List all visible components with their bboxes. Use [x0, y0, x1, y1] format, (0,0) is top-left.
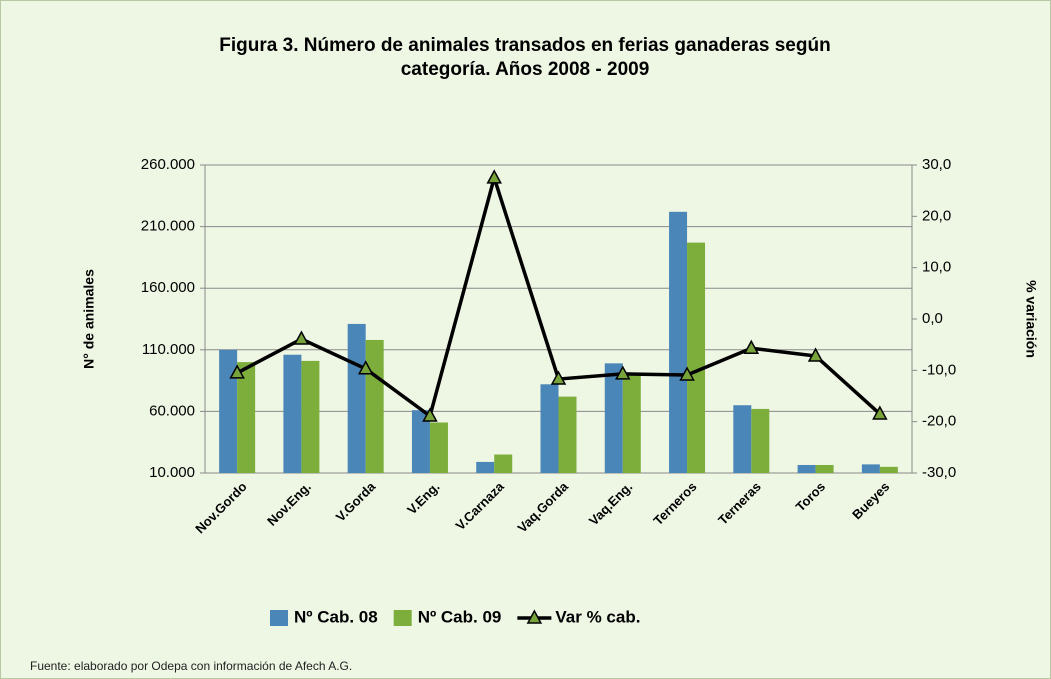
x-tick-label: Vaq.Eng.: [586, 479, 635, 528]
bar: [797, 464, 816, 473]
bar: [669, 211, 688, 474]
x-tick-label: Bueyes: [849, 479, 892, 522]
x-tick-label: Vaq.Gorda: [514, 478, 571, 535]
chart-title: categoría. Años 2008 - 2009: [401, 59, 650, 80]
bar: [347, 323, 366, 473]
y-tick-label: 160.000: [141, 279, 195, 296]
line-marker: [743, 339, 760, 355]
bar: [558, 396, 577, 473]
y-tick-label: 210.000: [141, 218, 195, 235]
x-tick-label: V.Eng.: [404, 479, 442, 517]
y2-axis-title: % variación: [1023, 280, 1039, 358]
line-marker: [615, 365, 631, 380]
x-tick-label: Terneros: [650, 479, 699, 528]
y2-tick-label: 20,0: [922, 207, 951, 224]
legend-swatch: [270, 610, 288, 626]
bar: [733, 405, 752, 473]
line-marker: [486, 169, 502, 184]
bar: [622, 375, 641, 473]
line-marker: [357, 360, 374, 375]
bar: [815, 464, 834, 473]
bar: [411, 410, 430, 473]
y2-tick-label: -10,0: [922, 361, 956, 378]
y-tick-label: 60.000: [149, 402, 195, 419]
bar: [283, 354, 302, 473]
source-note: Fuente: elaborado por Odepa con informac…: [30, 659, 352, 673]
line-marker: [807, 347, 824, 362]
x-tick-label: V.Gorda: [333, 478, 379, 524]
y-tick-label: 10.000: [149, 464, 195, 481]
line-marker: [872, 405, 888, 420]
y2-tick-label: 30,0: [922, 156, 951, 173]
legend-swatch: [393, 610, 412, 626]
y-tick-label: 260.000: [141, 156, 195, 173]
line-marker: [293, 330, 310, 345]
y-axis-title: N° de animales: [81, 269, 97, 369]
legend-label: Var % cab.: [555, 607, 640, 626]
y2-tick-label: 0,0: [922, 310, 943, 327]
bar: [879, 466, 898, 473]
x-tick-label: Nov.Eng.: [264, 479, 314, 529]
chart-title: Figura 3. Número de animales transados e…: [219, 35, 830, 56]
y2-tick-label: -30,0: [922, 464, 956, 481]
bar: [494, 454, 513, 473]
x-tick-label: Terneras: [715, 479, 764, 528]
legend-label: Nº Cab. 08: [294, 607, 378, 626]
line-marker: [229, 364, 245, 379]
y2-tick-label: 10,0: [922, 259, 951, 276]
x-tick-label: Nov.Gordo: [192, 479, 249, 536]
line-marker: [422, 407, 438, 422]
bar: [604, 363, 623, 473]
line-marker: [679, 366, 695, 381]
bar: [540, 384, 559, 473]
legend-swatch: [526, 609, 543, 624]
bar: [861, 464, 880, 473]
bar: [687, 242, 706, 473]
bar: [429, 422, 448, 473]
x-tick-label: V.Carnaza: [453, 478, 508, 533]
line-marker: [550, 370, 567, 385]
x-tick-label: Toros: [793, 479, 828, 514]
bar: [476, 461, 495, 473]
bar: [219, 349, 238, 473]
bar: [237, 362, 256, 473]
legend-label: Nº Cab. 09: [418, 607, 502, 626]
bar: [301, 360, 320, 473]
bar: [751, 408, 770, 473]
bar: [365, 339, 384, 473]
y2-tick-label: -20,0: [922, 413, 956, 430]
y-tick-label: 110.000: [142, 341, 195, 358]
